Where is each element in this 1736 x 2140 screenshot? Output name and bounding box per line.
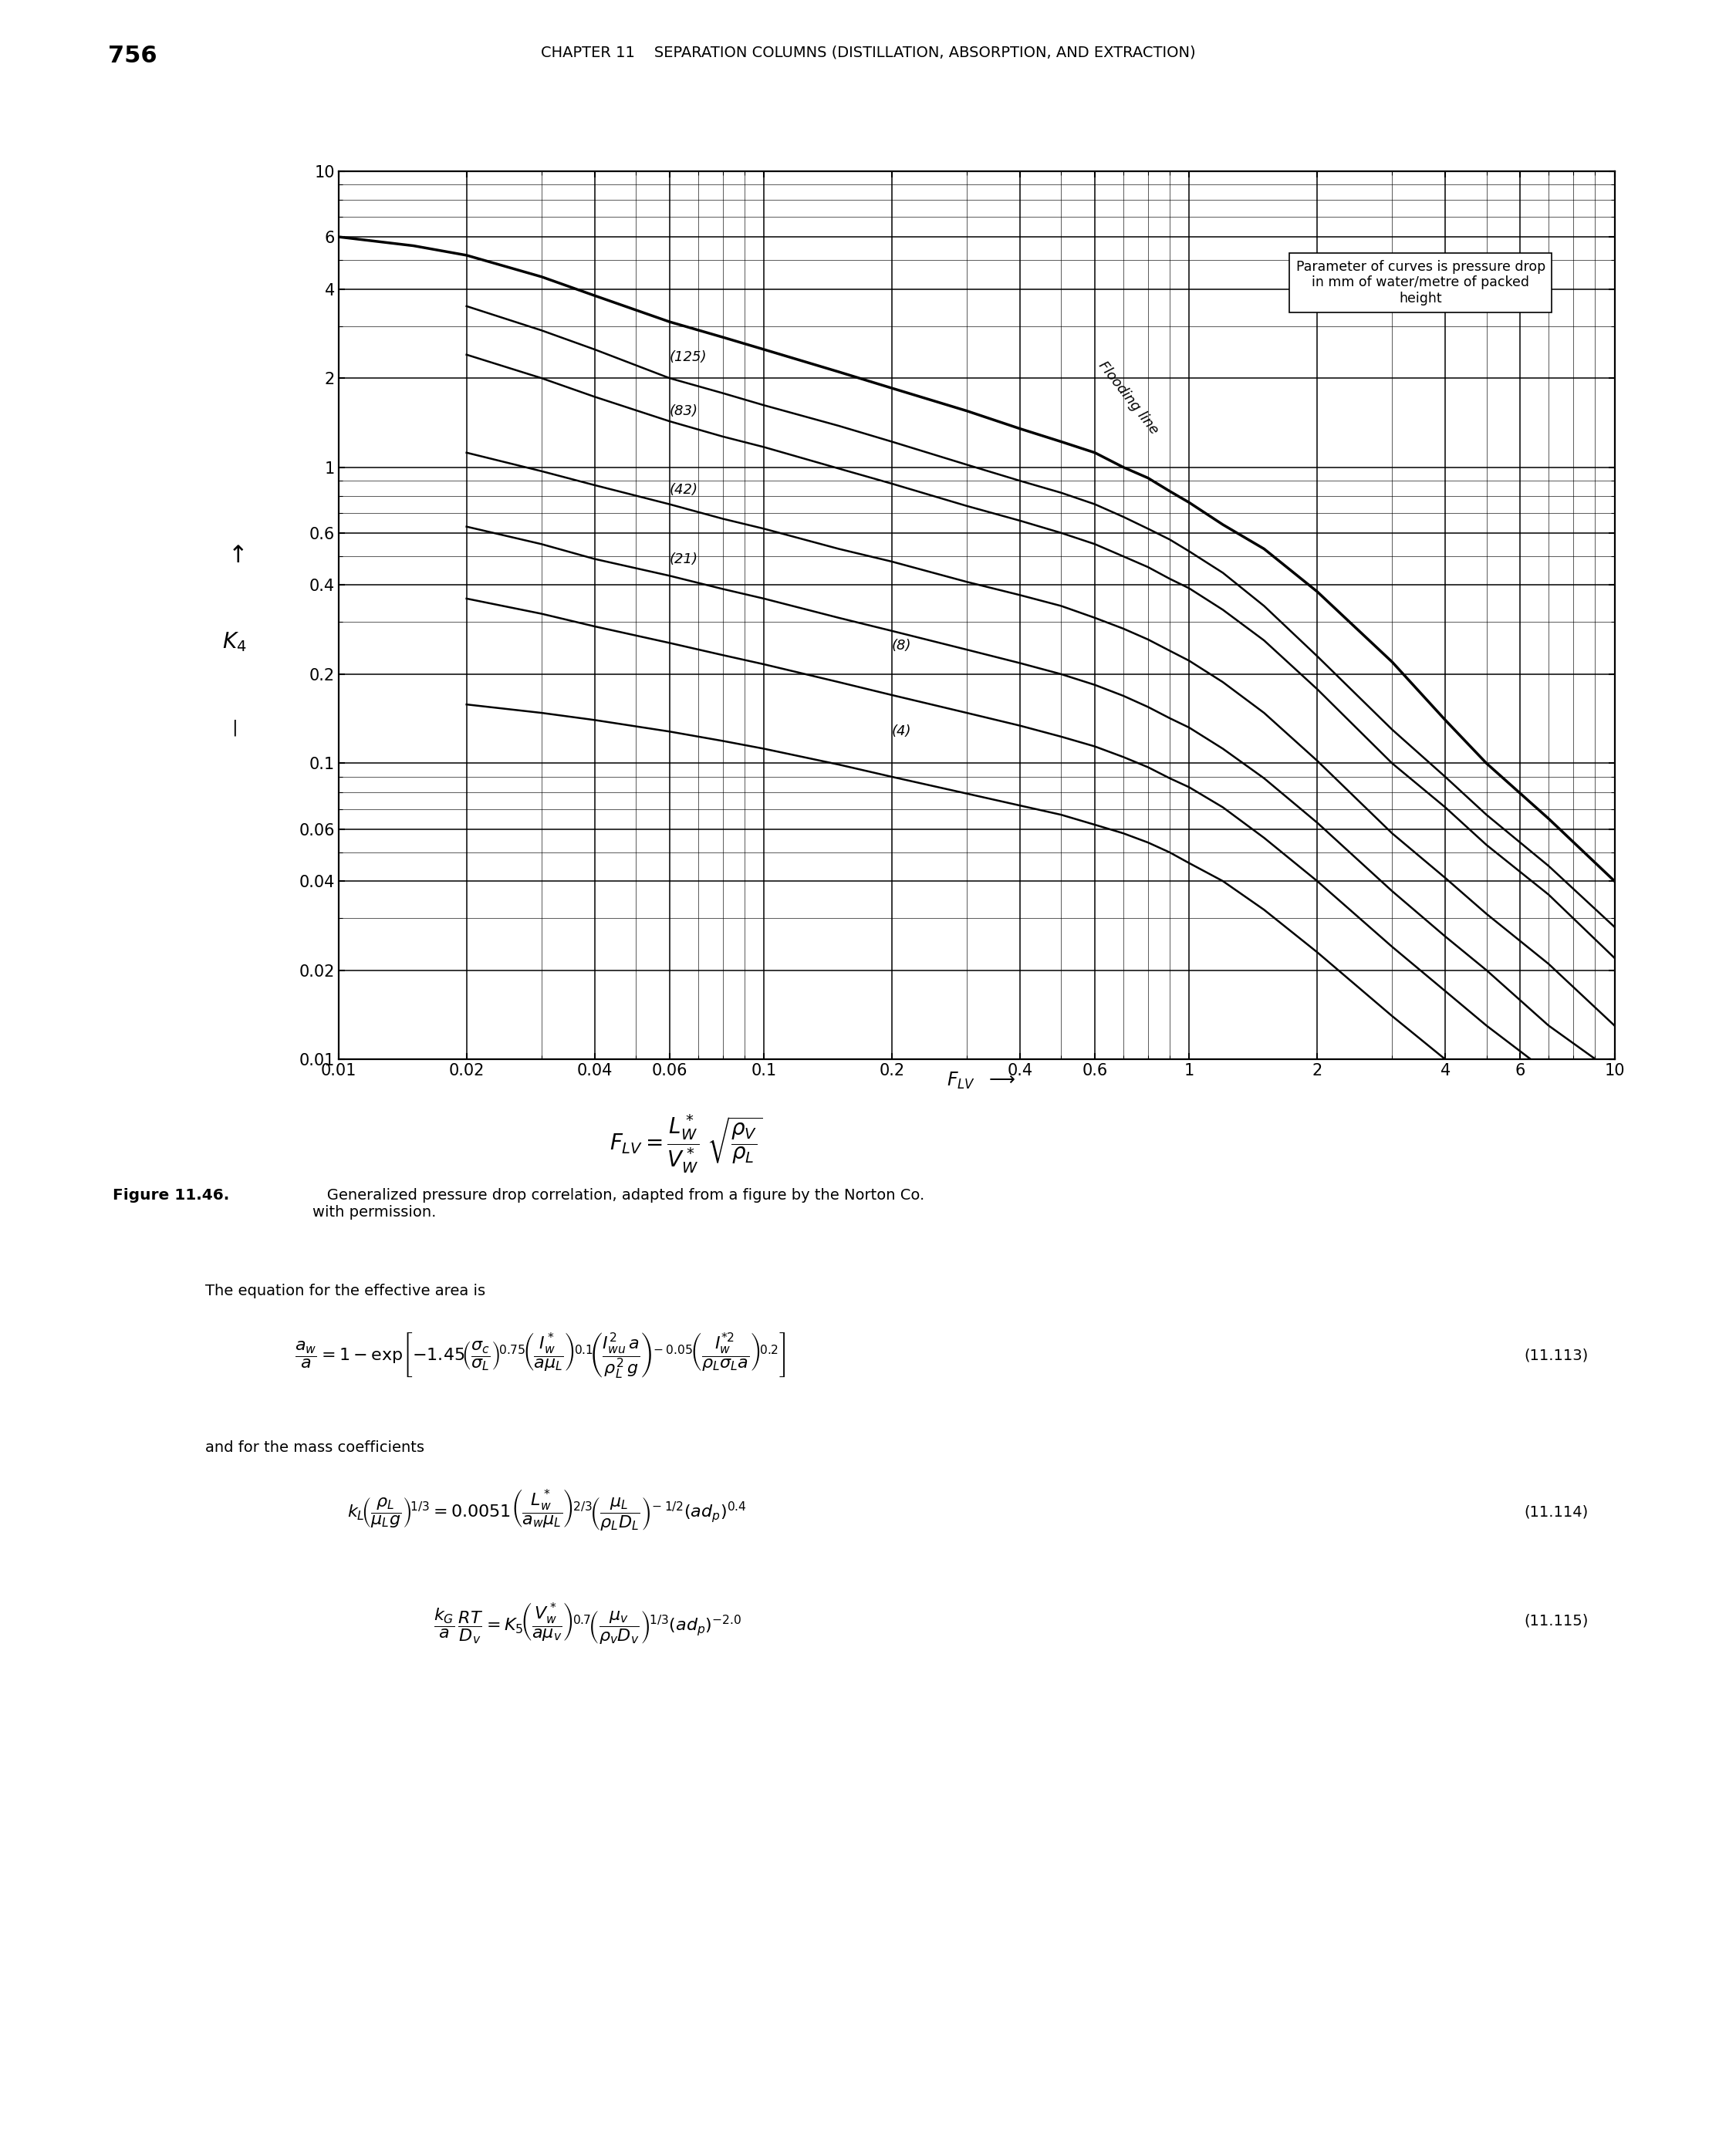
Text: Generalized pressure drop correlation, adapted from a figure by the Norton Co.
w: Generalized pressure drop correlation, a… (312, 1188, 925, 1220)
Text: (4): (4) (892, 725, 911, 738)
Text: (11.114): (11.114) (1524, 1504, 1588, 1519)
Text: (42): (42) (670, 484, 698, 496)
Text: $k_L\!\left(\dfrac{\rho_L}{\mu_L g}\right)^{\!1/3}= 0.0051\left(\dfrac{L_w^*}{a_: $k_L\!\left(\dfrac{\rho_L}{\mu_L g}\righ… (347, 1487, 746, 1532)
Text: (83): (83) (670, 404, 698, 417)
Text: (11.115): (11.115) (1524, 1614, 1588, 1629)
Text: The equation for the effective area is: The equation for the effective area is (205, 1284, 484, 1299)
Text: $\dfrac{k_G}{a}\,\dfrac{RT}{D_v}= K_5\!\left(\dfrac{V_w^*}{a\mu_v}\right)^{\!0.7: $\dfrac{k_G}{a}\,\dfrac{RT}{D_v}= K_5\!\… (434, 1601, 741, 1646)
Text: Figure 11.46.: Figure 11.46. (113, 1188, 229, 1203)
Text: CHAPTER 11    SEPARATION COLUMNS (DISTILLATION, ABSORPTION, AND EXTRACTION): CHAPTER 11 SEPARATION COLUMNS (DISTILLAT… (540, 45, 1196, 60)
Text: $\dfrac{a_w}{a} = 1 - \exp\!\left[-1.45\!\left(\dfrac{\sigma_c}{\sigma_L}\right): $\dfrac{a_w}{a} = 1 - \exp\!\left[-1.45\… (295, 1331, 786, 1380)
Text: (21): (21) (670, 552, 698, 565)
Text: and for the mass coefficients: and for the mass coefficients (205, 1440, 424, 1455)
Text: (125): (125) (670, 351, 707, 364)
Text: (8): (8) (892, 638, 911, 653)
Text: $K_4$: $K_4$ (222, 631, 247, 653)
Text: $F_{LV} = \dfrac{L_W^*}{V_W^*}\ \sqrt{\dfrac{\rho_V}{\rho_L}}$: $F_{LV} = \dfrac{L_W^*}{V_W^*}\ \sqrt{\d… (609, 1113, 762, 1175)
Text: Parameter of curves is pressure drop
in mm of water/metre of packed
height: Parameter of curves is pressure drop in … (1295, 259, 1545, 306)
Text: Flooding line: Flooding line (1095, 357, 1161, 437)
Text: $\uparrow$: $\uparrow$ (224, 546, 245, 567)
Text: 756: 756 (108, 45, 156, 66)
Text: (11.113): (11.113) (1524, 1348, 1588, 1363)
Text: $F_{LV}\ \ \longrightarrow$: $F_{LV}\ \ \longrightarrow$ (946, 1070, 1016, 1091)
Text: |: | (231, 719, 238, 736)
